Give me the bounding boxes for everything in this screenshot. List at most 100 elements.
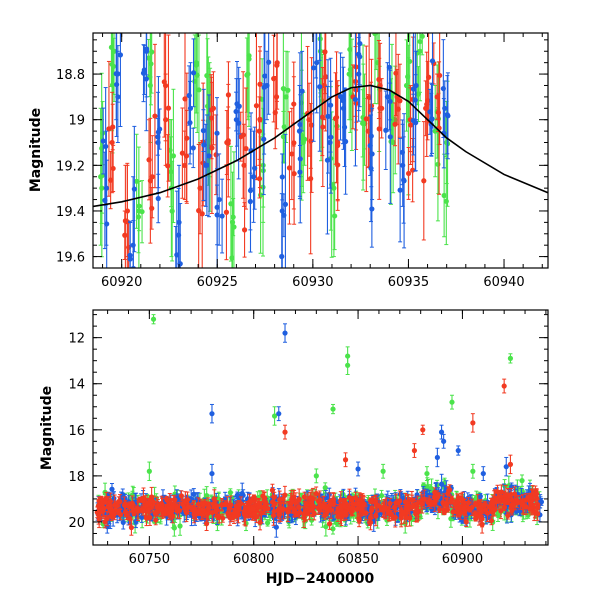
green-point	[177, 523, 183, 529]
red-point	[165, 105, 172, 111]
blue-point	[440, 85, 446, 92]
red-point	[149, 174, 155, 180]
red-point	[272, 110, 278, 116]
zoom-y-axis-label: Magnitude	[28, 108, 44, 192]
red-point	[308, 176, 314, 182]
red-point	[122, 218, 128, 224]
blue-point	[266, 59, 272, 65]
green-point	[149, 49, 155, 55]
x-tick-label: 60935	[388, 275, 429, 290]
green-point	[519, 478, 525, 484]
green-point	[372, 33, 378, 37]
blue-point	[410, 117, 416, 124]
blue-point	[252, 165, 258, 171]
blue-point	[103, 143, 109, 150]
green-point	[246, 56, 252, 62]
green-point	[146, 55, 152, 61]
red-point	[165, 163, 171, 169]
red-point	[110, 124, 116, 130]
red-point	[408, 122, 414, 128]
green-point	[417, 38, 423, 45]
blue-point	[187, 120, 193, 126]
y-tick-label: 19	[68, 114, 85, 129]
green-point	[360, 119, 366, 125]
blue-point	[368, 165, 374, 171]
blue-point	[127, 256, 133, 262]
blue-point	[383, 127, 389, 133]
blue-point	[313, 21, 318, 26]
red-point	[257, 116, 263, 122]
red-point	[392, 121, 398, 127]
blue-point	[369, 206, 375, 212]
green-point	[230, 214, 236, 220]
blue-point	[117, 52, 124, 58]
red-point	[253, 103, 260, 109]
blue-point	[261, 136, 267, 142]
red-point	[335, 142, 341, 149]
green-point	[139, 209, 145, 215]
blue-point	[444, 112, 450, 118]
blue-point	[279, 174, 285, 180]
red-point	[240, 132, 246, 138]
red-point	[291, 101, 297, 107]
y-tick-label: 19.6	[56, 251, 85, 266]
red-point	[199, 211, 205, 217]
red-point	[243, 145, 249, 152]
green-point	[415, 91, 422, 97]
red-point	[332, 115, 339, 122]
red-point	[122, 232, 128, 238]
red-point	[146, 157, 152, 163]
green-point	[441, 192, 447, 199]
blue-point	[186, 92, 192, 99]
green-point	[110, 63, 117, 69]
blue-point	[155, 195, 161, 202]
blue-point	[247, 198, 253, 205]
blue-point	[206, 153, 212, 159]
blue-point	[297, 156, 303, 162]
zoom-data-points	[93, 3, 548, 268]
blue-point	[357, 54, 363, 60]
green-point	[405, 74, 411, 80]
blue-point	[219, 213, 225, 219]
red-point	[376, 76, 382, 83]
blue-point	[143, 46, 150, 52]
blue-point	[367, 143, 373, 149]
red-point	[162, 83, 169, 89]
green-point	[374, 20, 379, 25]
red-point	[149, 205, 155, 211]
green-point	[136, 203, 142, 209]
red-point	[424, 101, 430, 107]
blue-point	[204, 162, 210, 168]
blue-point	[337, 93, 344, 100]
blue-point	[140, 70, 147, 76]
blue-point	[190, 145, 196, 151]
x-tick-label: 60925	[197, 275, 238, 290]
blue-point	[387, 134, 393, 140]
zoom-light-curve-panel: 60920 60925 60930 60935 60940 18.8 19 19.2 19.4 1…	[28, 3, 549, 290]
green-point	[246, 21, 251, 26]
blue-point	[311, 65, 317, 71]
model-curve	[93, 84, 548, 208]
blue-point	[428, 121, 434, 127]
green-point	[432, 128, 438, 134]
blue-point	[399, 149, 405, 155]
green-point	[435, 161, 441, 167]
blue-point	[216, 196, 222, 203]
red-point	[108, 177, 114, 183]
green-point	[228, 201, 234, 207]
y-tick-label: 18.8	[56, 68, 85, 83]
red-point	[308, 138, 314, 144]
x-tick-label: 60930	[292, 275, 333, 290]
green-point	[347, 46, 353, 53]
blue-point	[317, 3, 322, 8]
blue-point	[397, 491, 404, 497]
green-point	[323, 524, 329, 530]
red-point	[437, 72, 443, 79]
green-point	[170, 153, 177, 159]
green-point	[407, 58, 413, 65]
blue-point	[236, 103, 242, 109]
x-tick-label: 60920	[101, 275, 142, 290]
green-point	[192, 78, 198, 84]
blue-point	[325, 113, 331, 120]
green-point	[194, 72, 200, 78]
